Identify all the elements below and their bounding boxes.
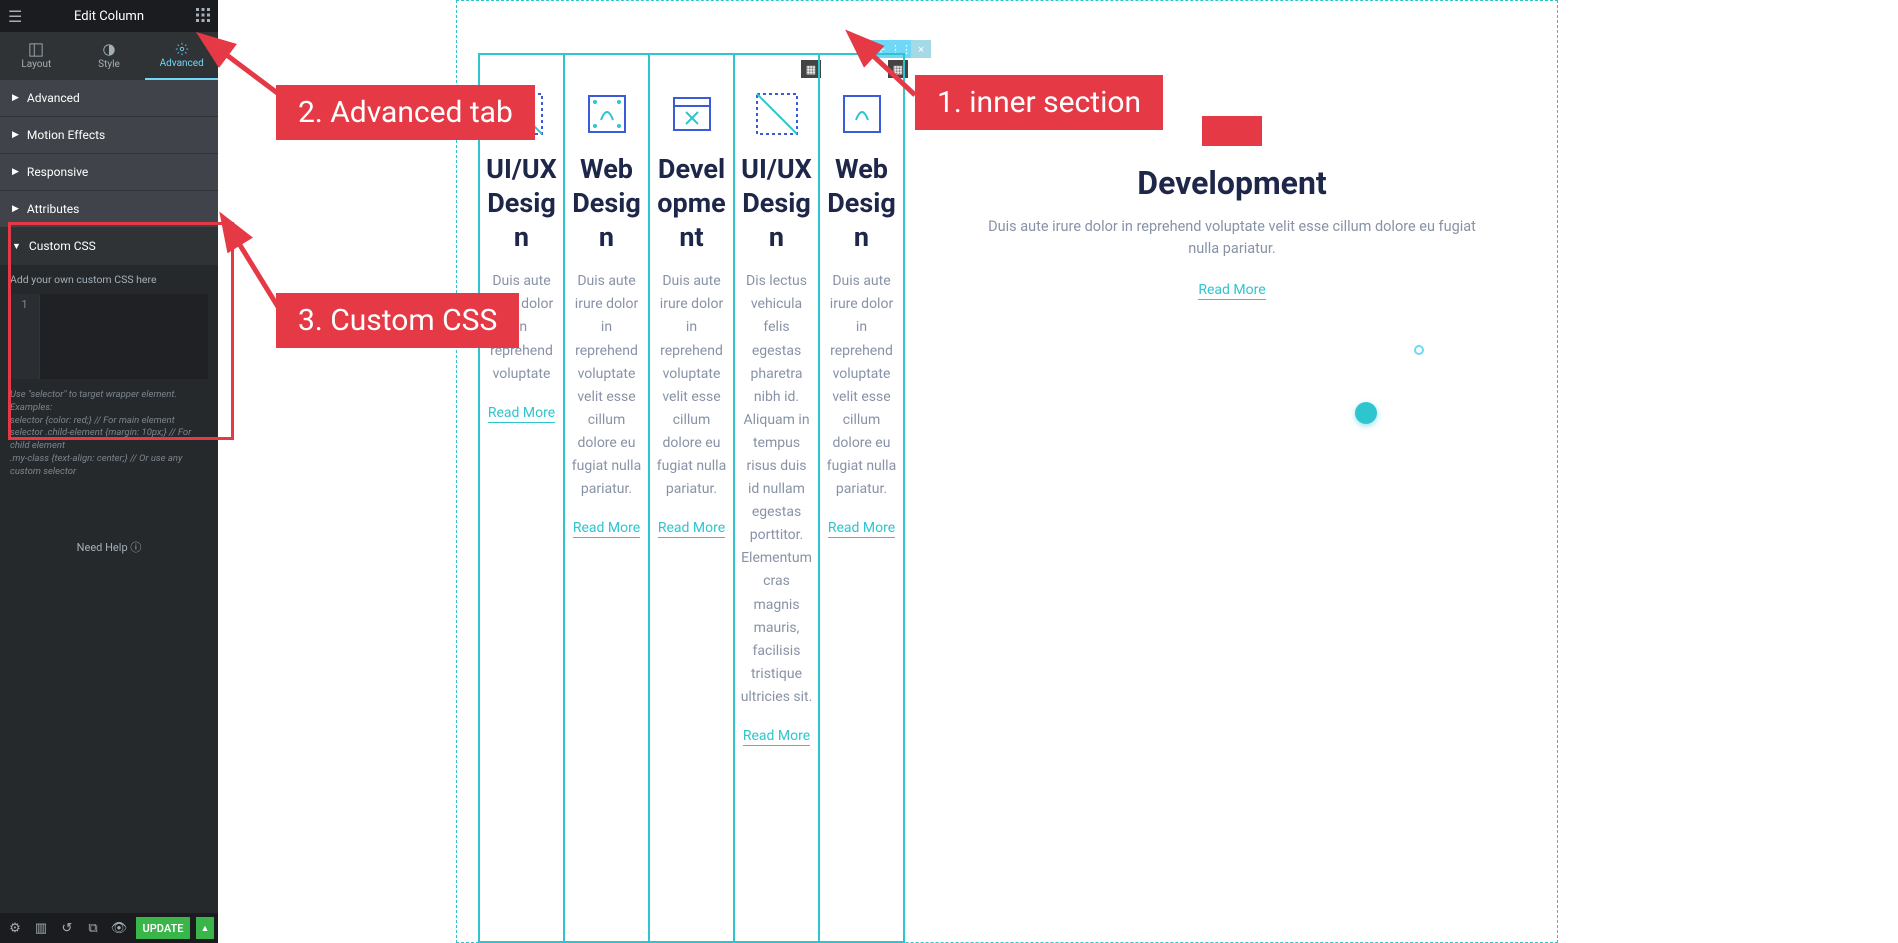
card-title: Development <box>655 153 728 254</box>
section-advanced[interactable]: ▶Advanced <box>0 80 218 117</box>
service-icon <box>668 90 716 138</box>
apps-icon[interactable] <box>196 7 210 26</box>
caret-icon: ▶ <box>12 167 19 177</box>
custom-css-hint: Use "selector" to target wrapper element… <box>0 385 218 489</box>
caret-icon: ▶ <box>12 93 19 103</box>
menu-icon[interactable]: ☰ <box>8 7 22 26</box>
editor-panel: ☰ Edit Column Layout Style Advanced ▶Adv… <box>0 0 218 943</box>
arrow-icon <box>210 40 290 100</box>
custom-css-help: Add your own custom CSS here <box>0 265 218 294</box>
card-col[interactable]: Development Duis aute irure dolor in rep… <box>649 54 734 942</box>
editor-code[interactable] <box>40 294 208 379</box>
preview-icon[interactable]: 👁 <box>108 917 130 939</box>
tab-advanced[interactable]: Advanced <box>145 32 218 80</box>
caret-icon: ▶ <box>12 130 19 140</box>
settings-icon[interactable]: ⚙ <box>4 917 26 939</box>
panel-header: ☰ Edit Column <box>0 0 218 32</box>
section-attributes[interactable]: ▶Attributes <box>0 191 218 228</box>
section-motion-effects[interactable]: ▶Motion Effects <box>0 117 218 154</box>
tab-layout[interactable]: Layout <box>0 32 73 80</box>
history-icon[interactable]: ↺ <box>56 917 78 939</box>
read-more-link[interactable]: Read More <box>828 520 895 538</box>
caret-icon: ▼ <box>12 241 21 252</box>
read-more-link[interactable]: Read More <box>658 520 725 538</box>
card-col[interactable]: UI/UX Design Duis aute irure dolor in re… <box>479 54 564 942</box>
section-custom-css[interactable]: ▼Custom CSS <box>0 228 218 265</box>
card-title: UI/UX Design <box>740 153 813 254</box>
read-more-link[interactable]: Read More <box>573 520 640 538</box>
update-button[interactable]: UPDATE <box>136 917 190 939</box>
annotation-3: 3. Custom CSS <box>276 293 519 348</box>
card-col[interactable]: Web Design Duis aute irure dolor in repr… <box>564 54 649 942</box>
card-col[interactable]: Web Design Duis aute irure dolor in repr… <box>819 54 904 942</box>
editor-gutter: 1 <box>10 294 40 379</box>
card-desc: Duis aute irure dolor in reprehend volup… <box>570 270 643 501</box>
panel-footer: ⚙ ▥ ↺ ⧉ 👁 UPDATE ▲ <box>0 913 218 943</box>
arrow-icon <box>223 225 293 325</box>
read-more-link[interactable]: Read More <box>1198 282 1265 300</box>
service-icon <box>753 90 801 138</box>
caret-icon: ▶ <box>12 204 19 214</box>
feature-icon <box>1202 116 1262 146</box>
inner-section-1[interactable]: UI/UX Design Duis aute irure dolor in re… <box>478 53 905 943</box>
navigator-icon[interactable]: ▥ <box>30 917 52 939</box>
annotation-2: 2. Advanced tab <box>276 85 535 140</box>
section-responsive[interactable]: ▶Responsive <box>0 154 218 191</box>
card-desc: Duis aute irure dolor in reprehend volup… <box>825 270 898 501</box>
card-desc: Duis aute irure dolor in reprehend volup… <box>655 270 728 501</box>
feature-desc: Duis aute irure dolor in reprehend volup… <box>972 216 1492 261</box>
card-col[interactable]: UI/UX Design Dis lectus vehicula felis e… <box>734 54 819 942</box>
card-title: Web Design <box>570 153 643 254</box>
feature-title: Development <box>918 164 1546 202</box>
custom-css-editor[interactable]: 1 <box>10 294 208 379</box>
card-desc: Dis lectus vehicula felis egestas pharet… <box>740 270 813 709</box>
need-help-link[interactable]: Need Help ⓘ <box>0 539 218 555</box>
update-options[interactable]: ▲ <box>196 917 214 939</box>
card-title: UI/UX Design <box>485 153 558 254</box>
service-icon <box>583 90 631 138</box>
tab-style[interactable]: Style <box>73 32 146 80</box>
read-more-link[interactable]: Read More <box>488 405 555 423</box>
responsive-icon[interactable]: ⧉ <box>82 917 104 939</box>
panel-tabs: Layout Style Advanced <box>0 32 218 80</box>
preview-canvas: ＋ ⋮⋮ × ▦ ▦ UI/UX Design Duis aute irure … <box>218 0 1898 943</box>
read-more-link[interactable]: Read More <box>743 728 810 746</box>
panel-title: Edit Column <box>74 9 144 24</box>
arrow-icon <box>855 40 925 100</box>
help-icon: ⓘ <box>130 541 141 554</box>
card-title: Web Design <box>825 153 898 254</box>
decorative-circle-outline <box>1414 345 1424 355</box>
decorative-circle-fill <box>1355 402 1377 424</box>
annotation-1: 1. inner section <box>915 75 1163 130</box>
